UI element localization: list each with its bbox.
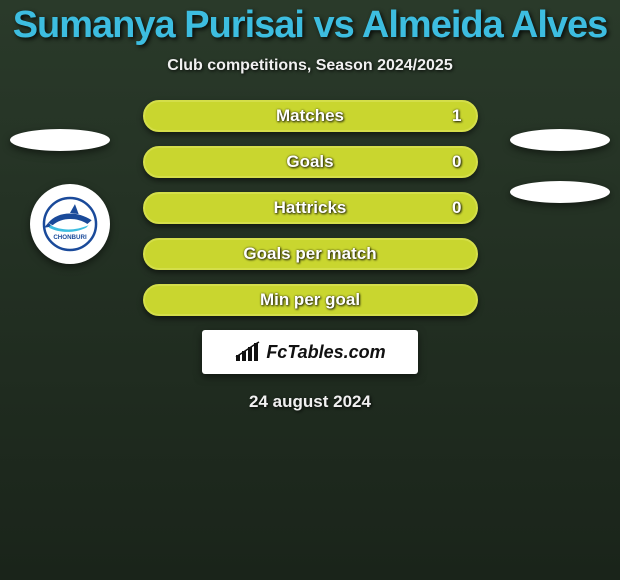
- fctables-logo: FcTables.com: [202, 330, 418, 374]
- fctables-logo-text: FcTables.com: [266, 342, 385, 363]
- stat-value-right: 1: [452, 106, 461, 126]
- stat-value-right: 0: [452, 198, 461, 218]
- stat-label: Matches: [276, 106, 344, 126]
- stat-label: Hattricks: [274, 198, 347, 218]
- stat-label: Min per goal: [260, 290, 360, 310]
- stat-row-matches: Matches 1: [143, 100, 478, 132]
- stats-container: Matches 1 Goals 0 Hattricks 0 Goals per …: [0, 100, 620, 412]
- stat-row-hattricks: Hattricks 0: [143, 192, 478, 224]
- stat-label: Goals: [286, 152, 333, 172]
- page-subtitle: Club competitions, Season 2024/2025: [0, 57, 620, 75]
- stat-label: Goals per match: [243, 244, 376, 264]
- stat-row-min-per-goal: Min per goal: [143, 284, 478, 316]
- page-title: Sumanya Purisai vs Almeida Alves: [0, 4, 620, 47]
- stat-row-goals-per-match: Goals per match: [143, 238, 478, 270]
- bar-chart-icon: [234, 341, 260, 363]
- snapshot-date: 24 august 2024: [0, 392, 620, 412]
- stat-row-goals: Goals 0: [143, 146, 478, 178]
- stat-value-right: 0: [452, 152, 461, 172]
